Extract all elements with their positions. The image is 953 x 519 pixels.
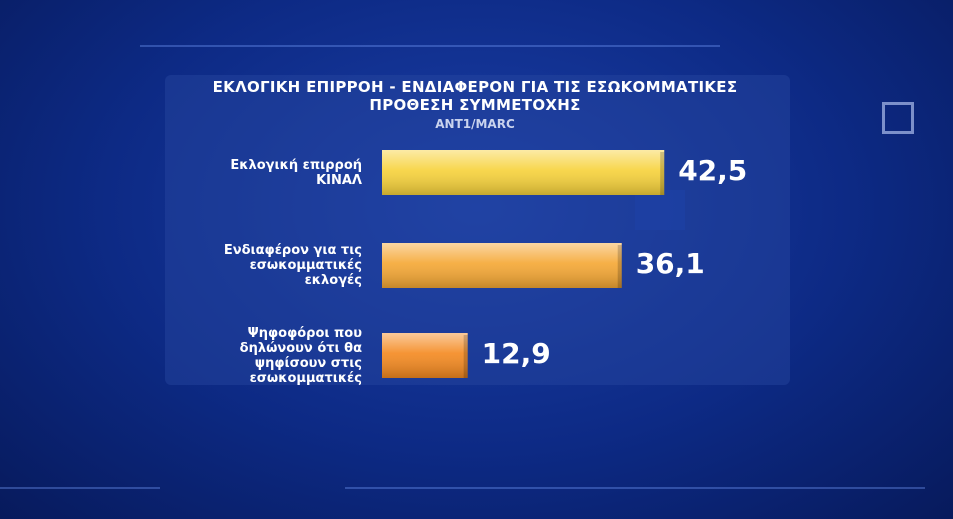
category-label: Ψηφοφόροι που δηλώνουν ότι θα ψηφίσουν σ… xyxy=(239,325,362,386)
bar-shine xyxy=(382,150,665,195)
decor-square xyxy=(882,102,914,134)
panel xyxy=(165,75,790,385)
value-label: 42,5 xyxy=(678,154,748,187)
decor-line xyxy=(345,487,925,489)
bar-shine xyxy=(382,243,622,288)
category-label: Ενδιαφέρον για τις εσωκομματικές εκλογές xyxy=(223,243,362,288)
chart-title: ΕΚΛΟΓΙΚΗ ΕΠΙΡΡΟΗ - ΕΝΔΙΑΦΕΡΟΝ ΓΙΑ ΤΙΣ ΕΣ… xyxy=(212,78,738,114)
bar-side xyxy=(660,152,665,195)
decor-block xyxy=(635,190,685,230)
bar-shine xyxy=(382,333,468,378)
category-label: Εκλογική επιρροή ΚΙΝΑΛ xyxy=(230,157,362,188)
decor-line xyxy=(140,45,720,47)
value-label: 12,9 xyxy=(481,337,551,370)
chart-subtitle: ANT1/MARC xyxy=(435,117,515,131)
value-label: 36,1 xyxy=(635,247,705,280)
bar-side xyxy=(617,245,622,288)
decor-line xyxy=(0,487,160,489)
bar-side xyxy=(463,335,468,378)
